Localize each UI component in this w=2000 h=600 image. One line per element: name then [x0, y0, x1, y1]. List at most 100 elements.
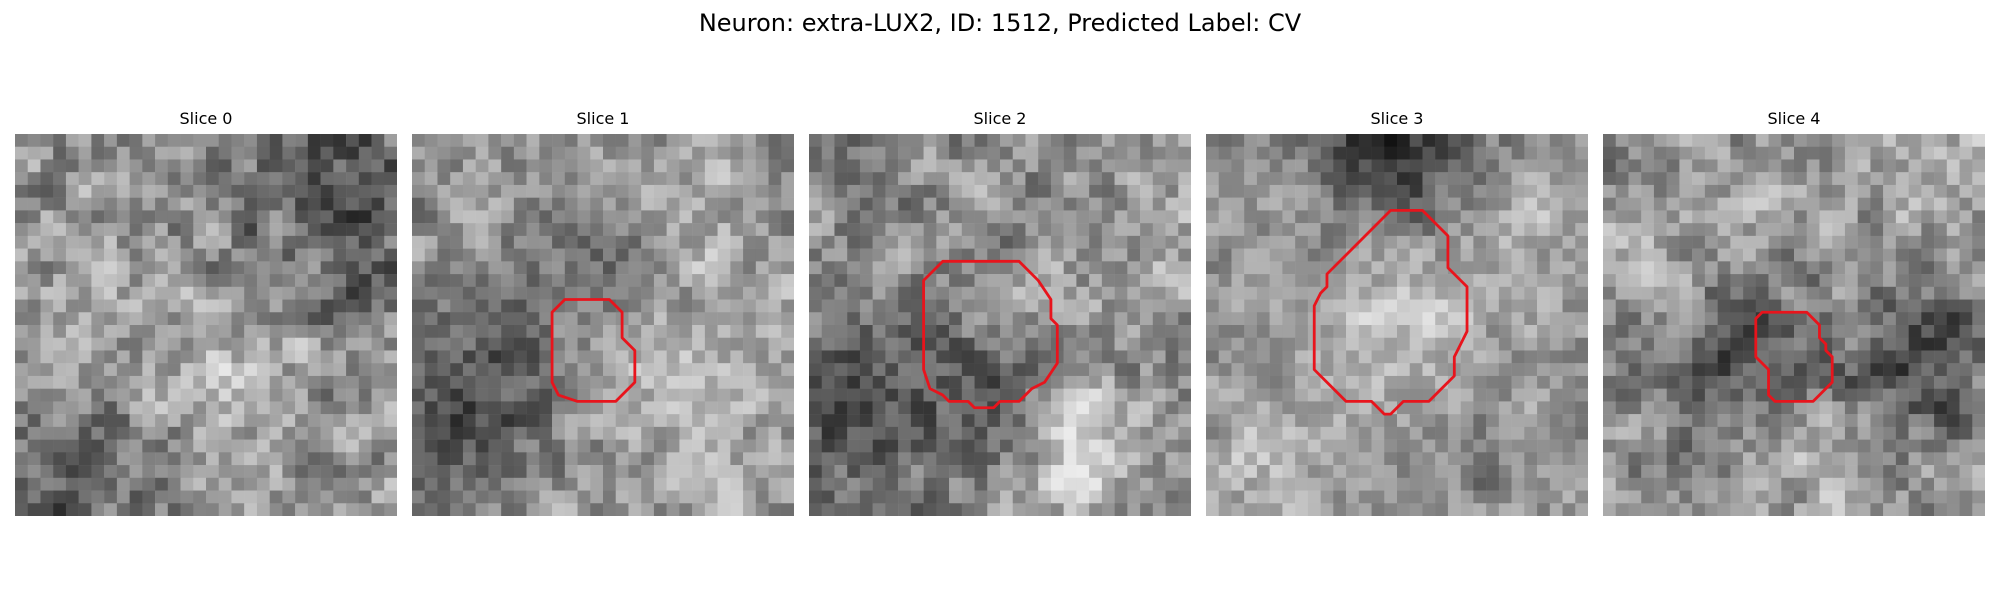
pixel: [142, 223, 156, 237]
pixel: [180, 210, 194, 224]
pixel: [526, 312, 540, 326]
pixel: [704, 426, 718, 440]
pixel: [1717, 490, 1731, 504]
pixel: [974, 235, 988, 249]
pixel: [1549, 261, 1563, 275]
pixel: [1000, 223, 1013, 237]
pixel: [282, 503, 296, 516]
pixel: [1730, 477, 1744, 491]
pixel: [1165, 223, 1179, 237]
pixel: [501, 210, 515, 224]
pixel: [936, 375, 950, 389]
pixel: [1244, 337, 1258, 351]
pixel: [936, 248, 950, 262]
pixel: [412, 401, 425, 415]
pixel: [1832, 197, 1846, 211]
pixel: [615, 426, 629, 440]
pixel: [526, 426, 540, 440]
pixel: [898, 248, 912, 262]
pixel: [256, 388, 270, 402]
pixel: [692, 414, 706, 428]
pixel: [1972, 210, 1985, 224]
pixel: [755, 235, 769, 249]
pixel: [1435, 439, 1449, 453]
pixel: [1806, 337, 1820, 351]
pixel: [193, 465, 207, 479]
pixel: [847, 159, 861, 173]
pixel: [40, 465, 54, 479]
pixel: [1101, 439, 1115, 453]
pixel: [1295, 286, 1309, 300]
pixel: [1511, 261, 1525, 275]
pixel: [488, 210, 502, 224]
pixel: [564, 134, 578, 147]
pixel: [1908, 248, 1922, 262]
pixel: [307, 172, 321, 186]
pixel: [1794, 248, 1807, 262]
pixel: [1549, 337, 1563, 351]
pixel: [552, 159, 566, 173]
pixel: [1653, 439, 1667, 453]
pixel: [603, 312, 616, 326]
pixel: [692, 197, 706, 211]
pixel: [1562, 312, 1576, 326]
pixel: [539, 325, 553, 338]
pixel: [872, 337, 886, 351]
pixel: [885, 197, 899, 211]
pixel: [282, 197, 296, 211]
pixel: [437, 388, 451, 402]
pixel: [1333, 159, 1347, 173]
pixel: [1089, 452, 1103, 466]
pixel: [526, 490, 540, 504]
pixel: [1959, 134, 1973, 147]
pixel: [1460, 503, 1474, 516]
pixel: [834, 210, 848, 224]
pixel: [295, 337, 309, 351]
pixel: [269, 235, 283, 249]
pixel: [1371, 197, 1385, 211]
pixel: [15, 274, 28, 288]
pixel: [1562, 325, 1576, 338]
pixel: [704, 350, 718, 364]
pixel: [1743, 261, 1757, 275]
pixel: [1307, 134, 1321, 147]
pixel: [1806, 350, 1820, 364]
pixel: [1089, 223, 1103, 237]
pixel: [1218, 452, 1232, 466]
pixel: [910, 261, 924, 275]
pixel: [1178, 426, 1191, 440]
pixel: [809, 286, 822, 300]
pixel: [371, 312, 385, 326]
pixel: [936, 235, 950, 249]
pixel: [692, 286, 706, 300]
pixel: [1653, 210, 1667, 224]
pixel: [1781, 248, 1795, 262]
pixel: [949, 477, 963, 491]
pixel: [1628, 337, 1642, 351]
pixel: [1768, 184, 1782, 198]
pixel: [412, 261, 425, 275]
pixel: [307, 388, 321, 402]
pixel: [755, 197, 769, 211]
pixel: [603, 146, 616, 160]
pixel: [1025, 388, 1039, 402]
pixel: [27, 261, 41, 275]
pixel: [1653, 490, 1667, 504]
pixel: [1730, 503, 1744, 516]
pixel: [53, 388, 67, 402]
pixel: [1152, 452, 1166, 466]
pixel: [809, 503, 822, 516]
pixel: [412, 337, 425, 351]
pixel: [384, 146, 397, 160]
pixel: [116, 477, 130, 491]
pixel: [1101, 235, 1115, 249]
pixel: [282, 134, 296, 147]
pixel: [193, 439, 207, 453]
pixel: [1704, 363, 1718, 377]
pixel: [1615, 172, 1629, 186]
pixel: [1152, 375, 1166, 389]
pixel: [193, 146, 207, 160]
pixel: [282, 490, 296, 504]
pixel: [384, 184, 397, 198]
pixel: [358, 299, 372, 313]
